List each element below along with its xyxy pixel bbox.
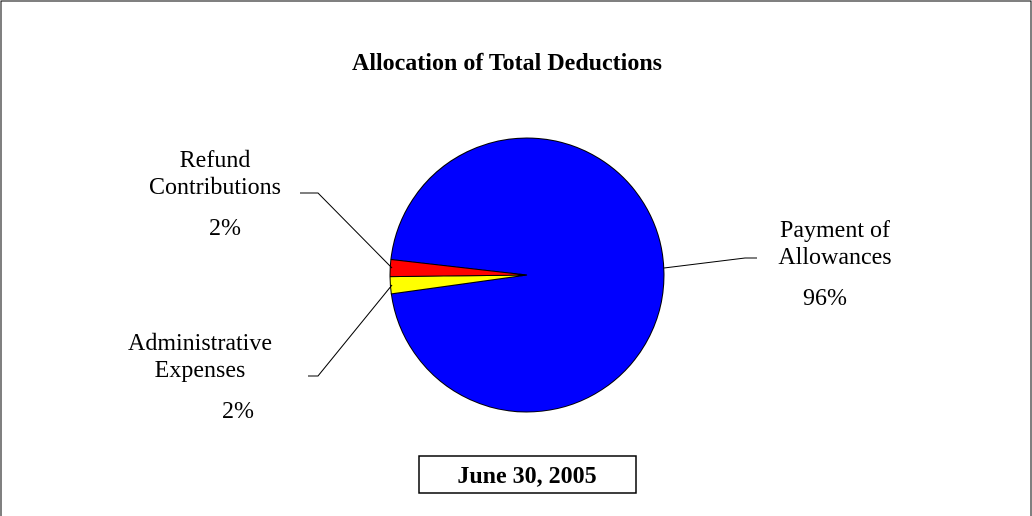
slice-label: Refund Contributions	[148, 147, 281, 200]
slice-value-label: 2%	[222, 398, 254, 424]
date-label: June 30, 2005	[457, 463, 596, 489]
slice-label: Administrative Expenses	[128, 330, 272, 383]
slice-value-label: 2%	[209, 215, 241, 241]
date-box	[418, 455, 637, 494]
slice-label: Payment of Allowances	[778, 217, 892, 270]
leader-line	[308, 284, 393, 377]
chart-title: Allocation of Total Deductions	[352, 50, 662, 76]
leader-line	[663, 257, 757, 269]
leader-line	[300, 192, 393, 269]
pie-slice	[389, 258, 528, 278]
pie-slice	[390, 137, 665, 413]
slice-value-label: 96%	[803, 285, 847, 311]
